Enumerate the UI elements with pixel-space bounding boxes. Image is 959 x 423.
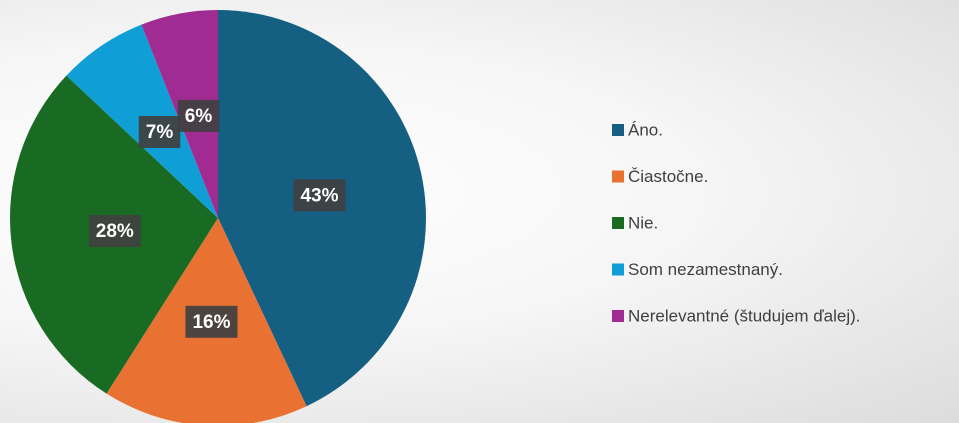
legend-label: Nie. bbox=[628, 213, 658, 232]
legend-swatch bbox=[612, 310, 624, 322]
legend-label: Nerelevantné (študujem ďalej). bbox=[628, 306, 861, 325]
data-label-box bbox=[138, 115, 181, 148]
legend-swatch bbox=[612, 263, 624, 276]
data-label-box bbox=[88, 215, 141, 248]
data-label-box bbox=[293, 179, 346, 212]
legend-label: Som nezamestnaný. bbox=[628, 260, 783, 279]
data-label: 7% bbox=[146, 122, 174, 143]
legend-swatch bbox=[612, 124, 624, 136]
legend-swatch bbox=[612, 217, 624, 229]
legend-label: Čiastočne. bbox=[628, 167, 708, 186]
data-label-box bbox=[185, 305, 238, 338]
data-label-box bbox=[177, 99, 220, 132]
data-label: 43% bbox=[300, 185, 338, 206]
legend-label: Áno. bbox=[628, 120, 663, 139]
data-label: 6% bbox=[185, 106, 213, 127]
data-label: 16% bbox=[192, 312, 230, 333]
data-label: 28% bbox=[96, 221, 134, 242]
legend-swatch bbox=[612, 170, 624, 183]
